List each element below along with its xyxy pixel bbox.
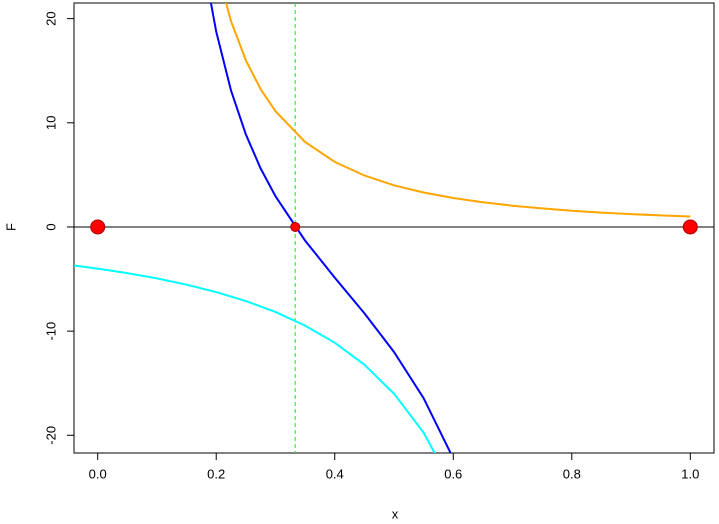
x-tick-label: 0.4 bbox=[326, 466, 344, 481]
point bbox=[682, 219, 698, 235]
curve bbox=[74, 264, 436, 453]
point bbox=[90, 219, 106, 235]
x-axis-label: x bbox=[392, 506, 399, 521]
curve bbox=[225, 3, 691, 218]
plot-frame bbox=[73, 2, 715, 454]
x-tick-label: 0.2 bbox=[207, 466, 225, 481]
y-tick-label: 10 bbox=[43, 116, 58, 130]
y-tick-label: 0 bbox=[43, 223, 58, 230]
x-tick-label: 1.0 bbox=[681, 466, 699, 481]
y-tick-label: -20 bbox=[43, 426, 58, 445]
x-tick-label: 0.0 bbox=[89, 466, 107, 481]
y-tick-label: -10 bbox=[43, 322, 58, 341]
x-tick-label: 0.6 bbox=[444, 466, 462, 481]
point bbox=[290, 221, 301, 232]
plot-area bbox=[74, 3, 714, 453]
curve bbox=[209, 3, 452, 453]
y-axis-label: F bbox=[3, 223, 18, 231]
y-tick-label: 20 bbox=[43, 11, 58, 25]
x-tick-label: 0.8 bbox=[563, 466, 581, 481]
